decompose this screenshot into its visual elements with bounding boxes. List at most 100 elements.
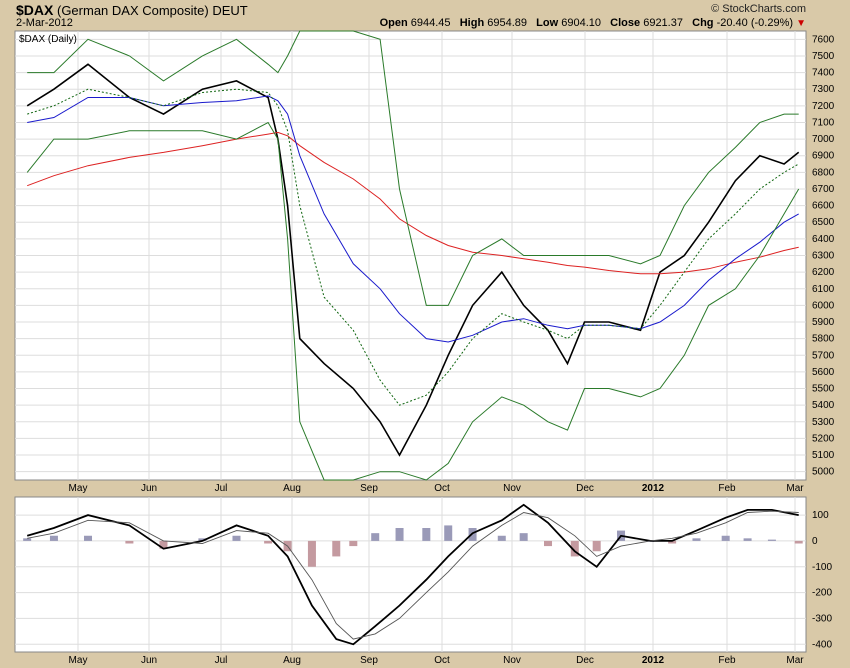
y-tick-label: 5600 — [812, 367, 835, 378]
histogram-bar — [692, 538, 701, 541]
histogram-bar — [49, 535, 58, 541]
chart-header: $DAX (German DAX Composite) DEUT 2-Mar-2… — [0, 0, 850, 32]
chart-date: 2-Mar-2012 — [16, 17, 73, 29]
y-tick-label: 5500 — [812, 384, 835, 395]
chg-value: -20.40 (-0.29%) — [716, 17, 794, 29]
series-line-ema20 — [27, 88, 799, 406]
x-month-label: Dec — [576, 483, 594, 494]
series-line-ema200 — [27, 131, 799, 275]
y-tick-label: 6800 — [812, 167, 835, 178]
x-month-label: Sep — [360, 655, 378, 666]
histogram-bar — [395, 528, 404, 541]
low-value: 6904.10 — [561, 17, 601, 29]
x-month-label: Jul — [215, 483, 228, 494]
histogram-bar — [592, 540, 601, 552]
y-tick-label: -300 — [812, 613, 832, 624]
y-tick-label: 7500 — [812, 51, 835, 62]
x-month-label: Mar — [786, 483, 804, 494]
histogram-bar — [519, 533, 528, 541]
y-tick-label: 5900 — [812, 317, 835, 328]
histogram-bar — [159, 540, 168, 549]
x-month-label: May — [69, 483, 88, 494]
y-tick-label: 5200 — [812, 433, 835, 444]
series-line-macd — [26, 503, 799, 646]
series-line-bb-lower — [26, 121, 800, 481]
low-label: Low — [536, 17, 559, 29]
panel-label: $DAX (Daily) — [19, 34, 77, 45]
histogram-bar — [767, 539, 776, 541]
y-tick-label: 6900 — [812, 151, 835, 162]
series-line-ema50 — [27, 95, 799, 343]
histogram-bar — [544, 540, 553, 547]
close-value: 6921.37 — [643, 17, 683, 29]
brand-label[interactable]: © StockCharts.com — [711, 3, 806, 15]
histogram-bar — [349, 540, 358, 547]
y-tick-label: 6300 — [812, 251, 835, 262]
x-month-label: Oct — [434, 655, 450, 666]
exchange: DEUT — [212, 3, 248, 18]
histogram-bar — [198, 538, 207, 541]
x-month-label: Oct — [434, 483, 450, 494]
y-tick-label: 5000 — [812, 467, 835, 478]
high-label: High — [459, 17, 485, 29]
symbol-title: $DAX (German DAX Composite) DEUT — [16, 2, 248, 18]
x-month-label: Jun — [141, 483, 157, 494]
x-month-label: Nov — [503, 655, 521, 666]
open-label: Open — [379, 17, 408, 29]
y-tick-label: 5300 — [812, 417, 835, 428]
y-tick-label: 7400 — [812, 68, 835, 79]
x-month-label: 2012 — [642, 655, 665, 666]
y-tick-label: 5800 — [812, 334, 835, 345]
x-month-label: Mar — [786, 655, 804, 666]
x-month-label: Nov — [503, 483, 521, 494]
x-month-label: Dec — [576, 655, 594, 666]
x-month-label: 2012 — [642, 483, 665, 494]
series-line-close — [26, 63, 800, 457]
y-tick-label: 5700 — [812, 350, 835, 361]
y-tick-label: 7000 — [812, 134, 835, 145]
x-month-label: Aug — [283, 483, 301, 494]
histogram-bar — [125, 540, 134, 544]
series-line-bb-upper — [27, 30, 799, 306]
down-arrow-icon: ▼ — [796, 18, 806, 29]
y-tick-label: 7300 — [812, 84, 835, 95]
symbol-name: (German DAX Composite) — [56, 3, 209, 18]
histogram-bar — [570, 540, 579, 557]
histogram-bar — [264, 540, 273, 544]
x-month-label: Jul — [215, 655, 228, 666]
y-tick-label: -400 — [812, 639, 832, 650]
x-month-label: Jun — [141, 655, 157, 666]
y-tick-label: 7200 — [812, 101, 835, 112]
y-tick-label: 6200 — [812, 267, 835, 278]
chg-label: Chg — [692, 17, 714, 29]
histogram-bar — [668, 540, 677, 544]
y-tick-label: 6600 — [812, 201, 835, 212]
y-tick-label: 6500 — [812, 217, 835, 228]
y-tick-label: 6400 — [812, 234, 835, 245]
x-month-label: May — [69, 655, 88, 666]
histogram-bar — [307, 540, 316, 567]
y-tick-label: 6700 — [812, 184, 835, 195]
y-tick-label: 6100 — [812, 284, 835, 295]
histogram-bar — [721, 535, 730, 541]
histogram-bar — [422, 528, 431, 541]
y-tick-label: 7600 — [812, 34, 835, 45]
ohlc-readout: Open 6944.45 High 6954.89 Low 6904.10 Cl… — [380, 17, 806, 29]
macd-panel — [14, 496, 807, 653]
histogram-bar — [794, 540, 803, 544]
x-month-label: Aug — [283, 655, 301, 666]
histogram-bar — [371, 533, 380, 541]
high-value: 6954.89 — [487, 17, 527, 29]
y-tick-label: 6000 — [812, 300, 835, 311]
y-tick-label: 5100 — [812, 450, 835, 461]
x-month-label: Feb — [718, 655, 736, 666]
y-tick-label: 7100 — [812, 117, 835, 128]
histogram-bar — [497, 535, 506, 541]
histogram-bar — [444, 525, 453, 541]
series-line-signal — [27, 510, 799, 640]
open-value: 6944.45 — [410, 17, 451, 29]
x-month-label: Sep — [360, 483, 378, 494]
symbol: $DAX — [16, 2, 54, 18]
histogram-bar — [84, 535, 93, 541]
